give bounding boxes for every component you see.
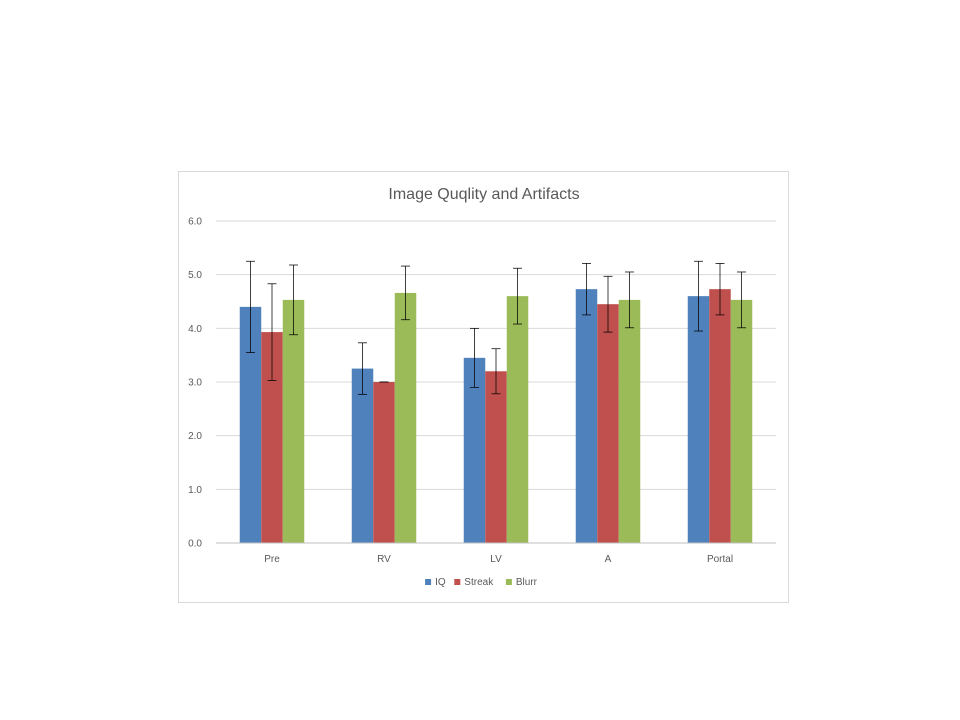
legend-label-streak: Streak: [464, 577, 494, 588]
legend-swatch-streak: [454, 579, 461, 585]
bar-iq-portal: [687, 296, 710, 543]
x-tick-label: Pre: [264, 554, 280, 565]
y-tick-label: 5.0: [188, 270, 202, 281]
bar-streak-a: [597, 304, 619, 543]
bar-blurr-portal: [730, 299, 753, 543]
y-tick-label: 0.0: [188, 539, 202, 550]
y-axis-ticks: 0.0 1.0 2.0 3.0 4.0 5.0 6.0: [188, 217, 202, 550]
bar-blurr-lv: [506, 296, 529, 543]
bar-streak-pre: [261, 332, 283, 543]
y-tick-label: 2.0: [188, 431, 202, 442]
chart-title: Image Quqlity and Artifacts: [388, 186, 579, 203]
legend-swatch-iq: [425, 579, 432, 585]
x-tick-label: RV: [377, 554, 391, 565]
y-tick-label: 4.0: [188, 324, 202, 335]
bar-blurr-a: [618, 299, 641, 543]
bar-streak-lv: [485, 371, 507, 543]
bar-iq-a: [575, 289, 598, 543]
legend-label-blurr: Blurr: [516, 577, 538, 588]
bar-streak-portal: [709, 289, 731, 543]
bar-blurr-rv: [394, 292, 417, 543]
x-tick-label: A: [605, 554, 612, 565]
bar-iq-pre: [239, 306, 262, 543]
bar-blurr-pre: [282, 299, 305, 543]
legend-swatch-blurr: [505, 579, 512, 585]
bar-chart: Image Quqlity and Artifacts 0.0 1.0 2.0 3.0…: [188, 186, 776, 588]
y-tick-label: 1.0: [188, 485, 202, 496]
chart-container: Image Quqlity and Artifacts 0.0 1.0 2.0 3.0…: [178, 171, 789, 603]
bar-streak-rv: [373, 382, 395, 543]
x-tick-label: Portal: [707, 554, 733, 565]
legend: IQ Streak Blurr: [425, 577, 538, 588]
bar-iq-rv: [351, 368, 374, 543]
x-tick-label: LV: [490, 554, 502, 565]
bar-iq-lv: [463, 357, 486, 543]
legend-label-iq: IQ: [435, 577, 446, 588]
y-tick-label: 3.0: [188, 378, 202, 389]
y-tick-label: 6.0: [188, 217, 202, 228]
error-bars: [246, 260, 746, 395]
bars: [239, 289, 753, 543]
x-axis-ticks: Pre RV LV A Portal: [264, 554, 733, 565]
